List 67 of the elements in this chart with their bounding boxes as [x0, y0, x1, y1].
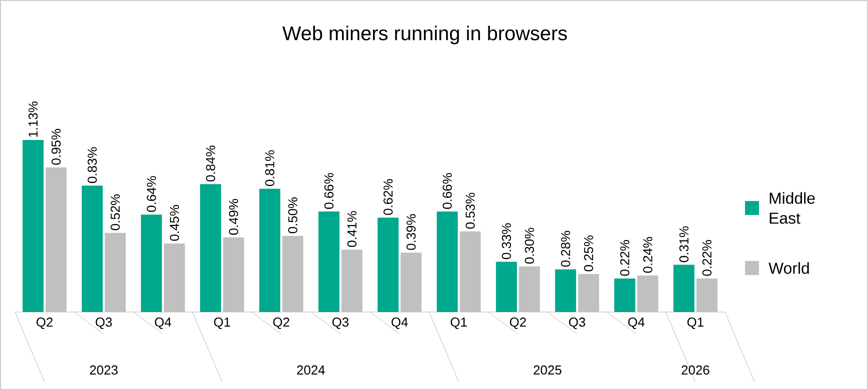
legend-label: World [768, 262, 809, 274]
x-tick-label: Q2 [273, 318, 290, 330]
x-tick-label: Q3 [96, 318, 112, 330]
data-label: 0.95% [52, 128, 61, 165]
data-label: 0.83% [88, 147, 97, 183]
chart-title: Web miners running in browsers [282, 26, 567, 44]
text: 2024 [297, 365, 325, 375]
bar [22, 140, 44, 312]
data-label: 0.81% [265, 150, 274, 186]
bar [46, 167, 67, 312]
x-tick-label: Q4 [392, 318, 408, 330]
x-tick-label: Q1 [687, 318, 704, 330]
x-tick-label: Q4 [628, 318, 645, 330]
data-label: 0.66% [442, 173, 452, 209]
legend-label: Middle East [770, 192, 815, 224]
data-label: 0.25% [584, 235, 594, 272]
x-tick-label: Q1 [214, 318, 230, 330]
bar [223, 237, 244, 312]
data-label: 0.45% [170, 205, 180, 241]
data-label: 0.64% [146, 176, 156, 212]
data-label: 0.84% [206, 146, 216, 182]
data-label: 1.13% [28, 102, 38, 137]
bar [341, 250, 362, 312]
bar [614, 278, 636, 312]
bar [378, 218, 399, 312]
bar [496, 262, 517, 312]
data-label: 0.30% [524, 228, 534, 264]
bar [637, 275, 658, 312]
bar [282, 236, 304, 312]
bar [259, 188, 280, 312]
bar [104, 232, 126, 312]
data-label: 0.41% [347, 211, 357, 247]
bar [164, 244, 185, 312]
x-tick-label: Q3 [332, 318, 349, 330]
data-label: 0.39% [406, 214, 416, 250]
bar [518, 266, 540, 312]
data-label: 0.31% [679, 226, 689, 262]
bar [578, 274, 600, 312]
data-label: 0.33% [502, 223, 512, 260]
text: 2025 [534, 365, 562, 375]
data-label: 0.22% [620, 240, 630, 276]
x-tick-label: Q2 [510, 318, 526, 330]
data-label: 0.62% [384, 179, 393, 215]
x-tick-label: Q1 [450, 318, 467, 330]
x-tick-label: Q2 [36, 318, 53, 330]
bar [673, 264, 694, 312]
bar [318, 212, 340, 312]
data-label: 0.49% [229, 198, 238, 235]
bar [140, 214, 162, 312]
data-label: 0.22% [702, 240, 712, 276]
data-label: 0.52% [110, 194, 120, 230]
data-label: 0.50% [288, 197, 298, 234]
data-label: 0.24% [643, 237, 652, 273]
bar [400, 252, 422, 312]
bar [436, 212, 458, 312]
text: 2023 [90, 365, 118, 375]
bar [82, 186, 103, 312]
text: 2026 [682, 365, 710, 375]
bar [460, 231, 481, 312]
data-label: 0.28% [561, 230, 570, 267]
x-tick-label: Q3 [569, 318, 586, 330]
bar [200, 184, 222, 312]
x-tick-label: Q4 [154, 318, 172, 330]
data-label: 0.53% [466, 192, 475, 229]
bar [555, 269, 576, 312]
bar [696, 278, 718, 312]
data-label: 0.66% [324, 173, 334, 209]
